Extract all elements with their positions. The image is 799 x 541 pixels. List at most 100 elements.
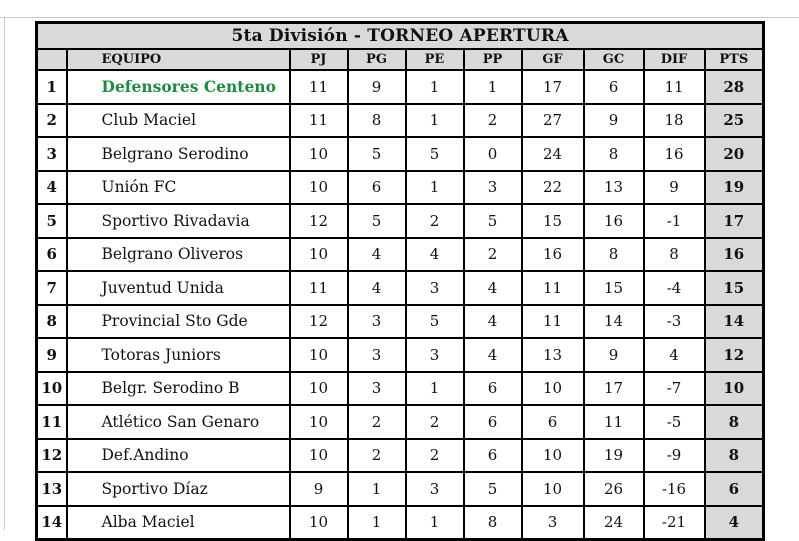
rank-cell: 2 — [35, 102, 68, 138]
table-row: 3 Belgrano Serodino 10 5 5 0 24 8 16 20 — [35, 136, 765, 172]
column-header-pp: PP — [462, 48, 523, 71]
stat-cell-pg: 3 — [346, 303, 407, 339]
stat-cell-gf: 15 — [520, 203, 585, 239]
team-name-cell: Atlético San Genaro — [65, 404, 291, 440]
stat-cell-gc: 8 — [582, 236, 645, 272]
stat-cell-pp: 5 — [462, 203, 523, 239]
stat-cell-pp: 2 — [462, 236, 523, 272]
stat-cell-pp: 3 — [462, 169, 523, 205]
stat-cell-pj: 10 — [288, 337, 349, 373]
table-row: 9 Totoras Juniors 10 3 3 4 13 9 4 12 — [35, 337, 765, 373]
column-header-equipo: EQUIPO — [65, 48, 291, 71]
column-header-pj: PJ — [288, 48, 349, 71]
stat-cell-pg: 5 — [346, 136, 407, 172]
stat-cell-dif: -7 — [642, 370, 706, 406]
team-name-cell: Defensores Centeno — [65, 69, 291, 105]
rank-cell: 10 — [35, 370, 68, 406]
stat-cell-pp: 4 — [462, 337, 523, 373]
stat-cell-gf: 27 — [520, 102, 585, 138]
points-cell: 15 — [703, 270, 765, 306]
stat-cell-pe: 3 — [404, 270, 465, 306]
rank-cell: 5 — [35, 203, 68, 239]
stat-cell-pg: 4 — [346, 236, 407, 272]
stat-cell-dif: 8 — [642, 236, 706, 272]
stat-cell-pp: 4 — [462, 270, 523, 306]
stat-cell-pj: 12 — [288, 203, 349, 239]
stat-cell-dif: -21 — [642, 504, 706, 541]
stat-cell-pj: 10 — [288, 404, 349, 440]
stat-cell-dif: 4 — [642, 337, 706, 373]
table-row: 4 Unión FC 10 6 1 3 22 13 9 19 — [35, 169, 765, 205]
stat-cell-pg: 2 — [346, 404, 407, 440]
stat-cell-gc: 15 — [582, 270, 645, 306]
points-cell: 8 — [703, 437, 765, 473]
rank-cell: 11 — [35, 404, 68, 440]
stat-cell-pj: 10 — [288, 504, 349, 541]
table-row: 11 Atlético San Genaro 10 2 2 6 6 11 -5 8 — [35, 404, 765, 440]
stat-cell-gf: 11 — [520, 303, 585, 339]
stat-cell-gf: 17 — [520, 69, 585, 105]
stat-cell-pj: 11 — [288, 270, 349, 306]
stat-cell-gf: 16 — [520, 236, 585, 272]
stat-cell-gf: 6 — [520, 404, 585, 440]
stat-cell-gc: 26 — [582, 471, 645, 507]
stat-cell-pj: 10 — [288, 437, 349, 473]
stat-cell-pg: 1 — [346, 471, 407, 507]
stat-cell-pp: 1 — [462, 69, 523, 105]
stat-cell-dif: 16 — [642, 136, 706, 172]
stat-cell-pg: 1 — [346, 504, 407, 541]
stat-cell-pg: 3 — [346, 337, 407, 373]
standings-table: 5ta División - TORNEO APERTURA EQUIPO PJ P… — [35, 21, 766, 541]
column-header-pts: PTS — [703, 48, 765, 71]
stat-cell-pg: 5 — [346, 203, 407, 239]
team-name-cell: Totoras Juniors — [65, 337, 291, 373]
column-header-gc: GC — [582, 48, 645, 71]
stat-cell-gf: 24 — [520, 136, 585, 172]
stat-cell-pg: 3 — [346, 370, 407, 406]
stat-cell-pj: 9 — [288, 471, 349, 507]
points-cell: 12 — [703, 337, 765, 373]
points-cell: 25 — [703, 102, 765, 138]
stat-cell-gf: 10 — [520, 471, 585, 507]
rank-cell: 9 — [35, 337, 68, 373]
stat-cell-pe: 1 — [404, 169, 465, 205]
stat-cell-pj: 10 — [288, 136, 349, 172]
table-row: 13 Sportivo Díaz 9 1 3 5 10 26 -16 6 — [35, 471, 765, 507]
rank-cell: 12 — [35, 437, 68, 473]
table-row: 2 Club Maciel 11 8 1 2 27 9 18 25 — [35, 102, 765, 138]
rank-cell: 3 — [35, 136, 68, 172]
stat-cell-gf: 3 — [520, 504, 585, 541]
rank-cell: 8 — [35, 303, 68, 339]
stat-cell-gf: 11 — [520, 270, 585, 306]
points-cell: 19 — [703, 169, 765, 205]
team-name-cell: Sportivo Rivadavia — [65, 203, 291, 239]
column-header-gf: GF — [520, 48, 585, 71]
team-name-cell: Club Maciel — [65, 102, 291, 138]
rank-cell: 1 — [35, 69, 68, 105]
stat-cell-pg: 8 — [346, 102, 407, 138]
stat-cell-gc: 8 — [582, 136, 645, 172]
title-row: 5ta División - TORNEO APERTURA — [35, 21, 765, 50]
sheet-gridline-horizontal — [0, 17, 799, 18]
stat-cell-gc: 17 — [582, 370, 645, 406]
points-cell: 14 — [703, 303, 765, 339]
table-row: 8 Provincial Sto Gde 12 3 5 4 11 14 -3 14 — [35, 303, 765, 339]
stat-cell-dif: -4 — [642, 270, 706, 306]
rank-cell: 14 — [35, 504, 68, 541]
stat-cell-gf: 13 — [520, 337, 585, 373]
stat-cell-pg: 9 — [346, 69, 407, 105]
table-row: 5 Sportivo Rivadavia 12 5 2 5 15 16 -1 17 — [35, 203, 765, 239]
stat-cell-pe: 1 — [404, 370, 465, 406]
team-name-cell: Alba Maciel — [65, 504, 291, 541]
stat-cell-pe: 3 — [404, 471, 465, 507]
stat-cell-pg: 6 — [346, 169, 407, 205]
table-row: 6 Belgrano Oliveros 10 4 4 2 16 8 8 16 — [35, 236, 765, 272]
stat-cell-pj: 10 — [288, 236, 349, 272]
stat-cell-pp: 6 — [462, 437, 523, 473]
points-cell: 28 — [703, 69, 765, 105]
sheet-gridline-vertical — [4, 17, 5, 530]
rank-cell: 6 — [35, 236, 68, 272]
stat-cell-pp: 6 — [462, 404, 523, 440]
stat-cell-dif: -1 — [642, 203, 706, 239]
points-cell: 17 — [703, 203, 765, 239]
